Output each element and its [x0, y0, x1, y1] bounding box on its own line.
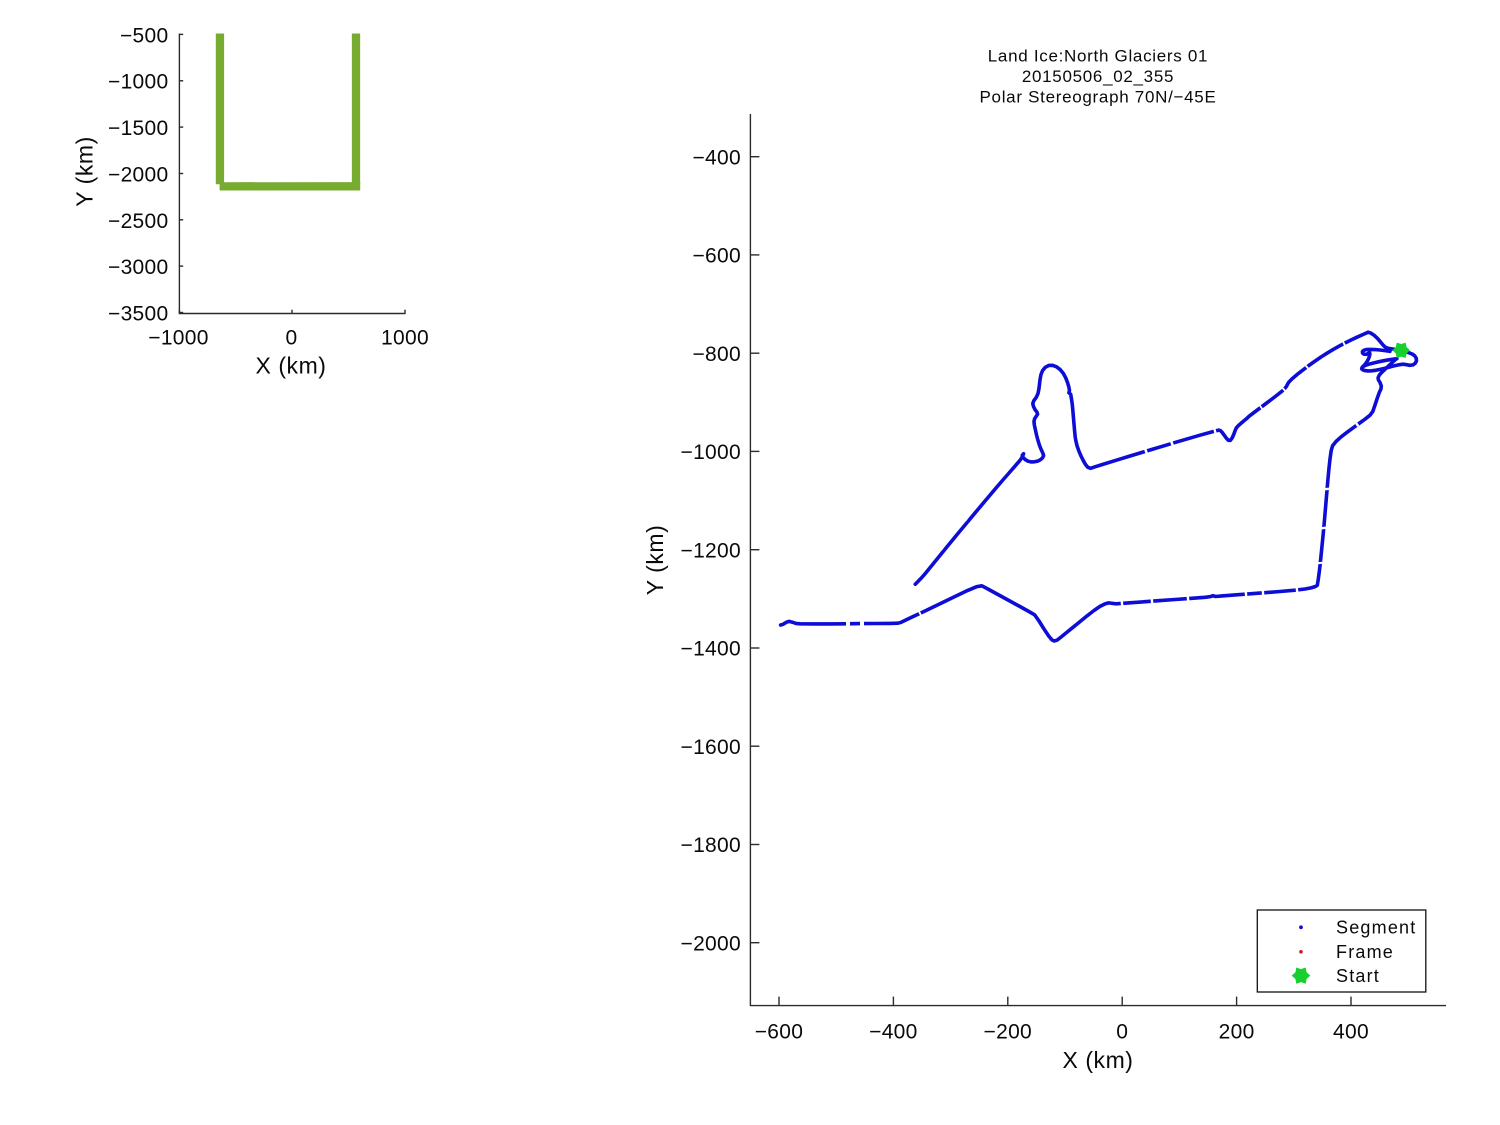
svg-text:−200: −200 — [984, 1020, 1033, 1043]
svg-text:20150506_02_355: 20150506_02_355 — [1022, 67, 1174, 86]
svg-text:−400: −400 — [692, 146, 741, 169]
svg-text:−400: −400 — [869, 1020, 918, 1043]
svg-text:Segment: Segment — [1336, 918, 1416, 938]
svg-text:−1000: −1000 — [108, 71, 168, 94]
svg-text:−600: −600 — [755, 1020, 804, 1043]
svg-text:Land Ice:North Glaciers 01: Land Ice:North Glaciers 01 — [988, 47, 1208, 66]
svg-text:X (km): X (km) — [1062, 1047, 1133, 1073]
svg-text:0: 0 — [286, 327, 298, 350]
svg-text:−2000: −2000 — [681, 932, 741, 955]
svg-text:−1400: −1400 — [681, 638, 741, 661]
svg-text:−2000: −2000 — [108, 163, 168, 186]
svg-text:200: 200 — [1219, 1020, 1255, 1043]
svg-text:−3000: −3000 — [108, 256, 168, 279]
svg-text:−1000: −1000 — [148, 327, 208, 350]
svg-text:Start: Start — [1336, 966, 1380, 986]
svg-text:Y (km): Y (km) — [642, 525, 668, 596]
svg-text:Y (km): Y (km) — [72, 136, 98, 207]
svg-text:−600: −600 — [692, 245, 741, 268]
svg-text:400: 400 — [1333, 1020, 1369, 1043]
svg-text:−2500: −2500 — [108, 210, 168, 233]
svg-text:−1800: −1800 — [681, 834, 741, 857]
svg-text:−1000: −1000 — [681, 441, 741, 464]
svg-text:−3500: −3500 — [108, 303, 168, 326]
svg-text:−1500: −1500 — [108, 117, 168, 140]
svg-text:0: 0 — [1116, 1020, 1128, 1043]
svg-text:Polar Stereograph 70N/−45E: Polar Stereograph 70N/−45E — [980, 88, 1217, 107]
svg-text:1000: 1000 — [381, 327, 429, 350]
svg-text:X (km): X (km) — [255, 353, 326, 379]
svg-text:−500: −500 — [120, 24, 169, 47]
svg-text:−1200: −1200 — [681, 539, 741, 562]
svg-text:−800: −800 — [692, 343, 741, 366]
svg-text:Frame: Frame — [1336, 942, 1394, 962]
svg-text:−1600: −1600 — [681, 736, 741, 759]
